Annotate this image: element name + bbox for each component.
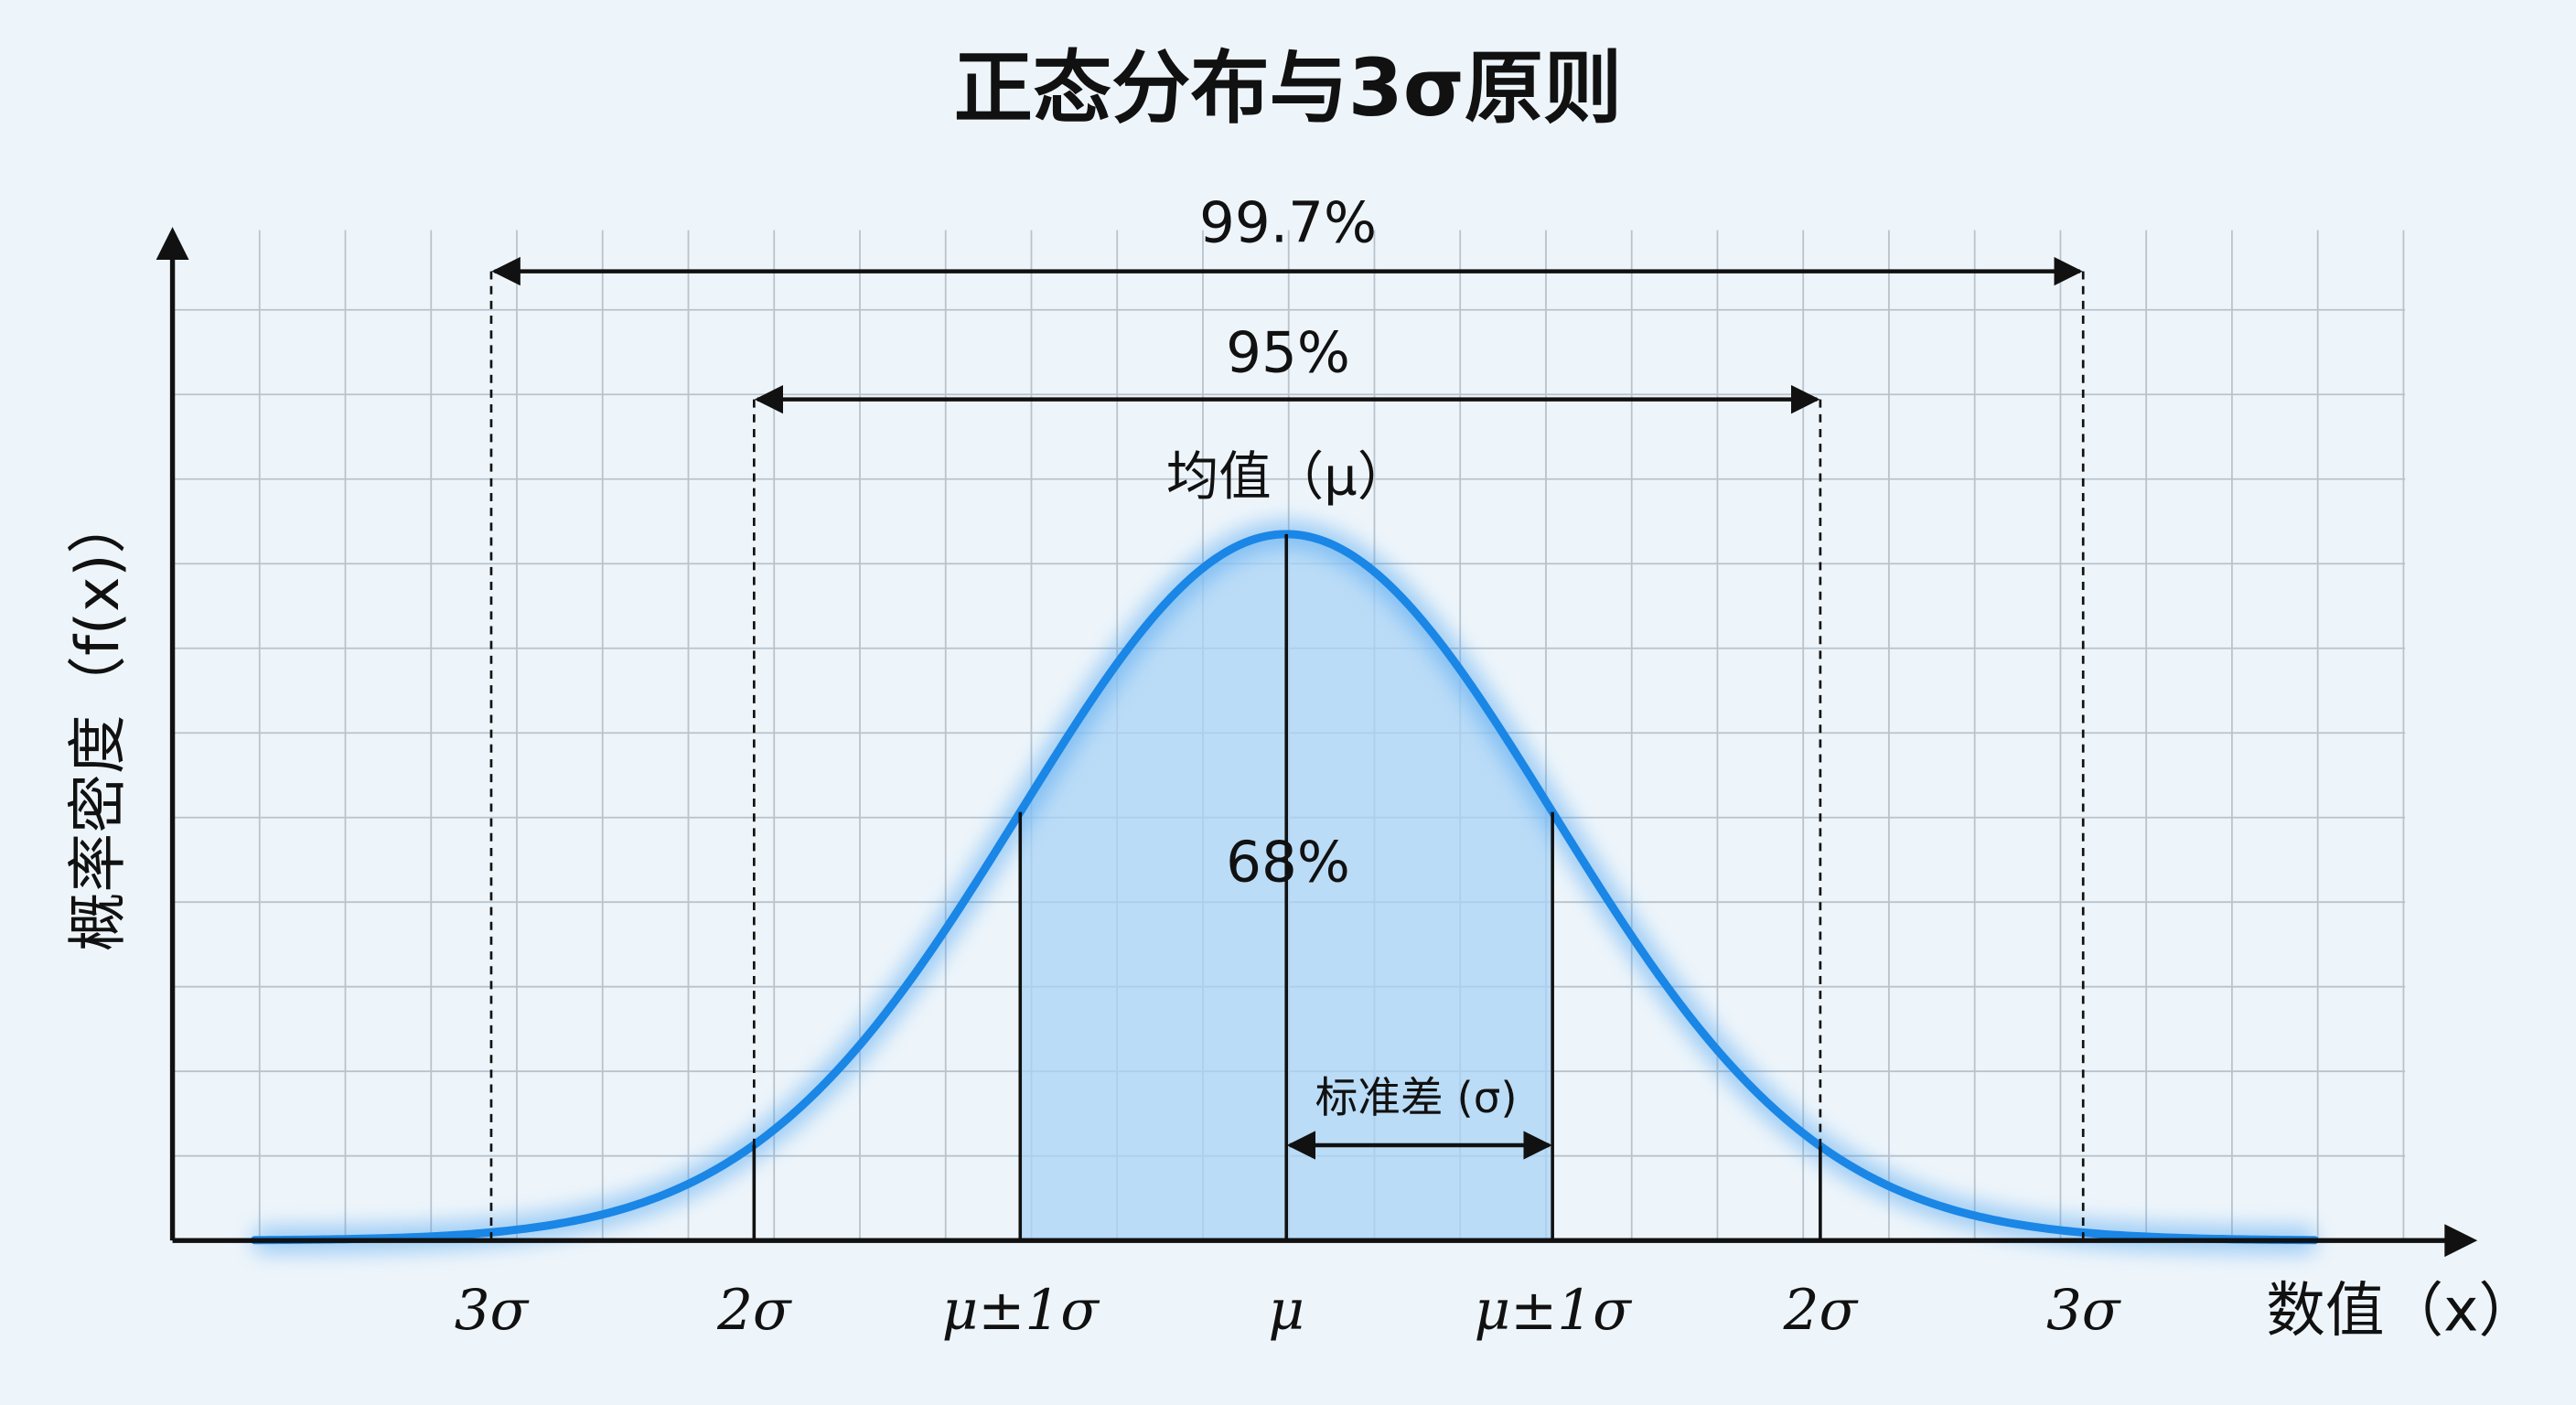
- y-axis-label: 概率密度（f(x)）: [64, 495, 133, 951]
- range-label: 95%: [1226, 321, 1350, 386]
- range-label: 68%: [1226, 830, 1350, 895]
- x-tick-label: 2σ: [1783, 1278, 1860, 1343]
- x-tick-label: μ±1σ: [942, 1278, 1101, 1343]
- std-label: 标准差 (σ): [1315, 1074, 1518, 1123]
- x-axis-arrow: [2444, 1224, 2478, 1258]
- range-label: 99.7%: [1199, 191, 1377, 256]
- mean-label: 均值（μ）: [1166, 445, 1410, 507]
- title: 正态分布与3σ原则: [954, 43, 1622, 134]
- x-tick-label: 3σ: [2046, 1278, 2122, 1343]
- x-tick-label: μ±1σ: [1474, 1278, 1633, 1343]
- x-tick-label: 3σ: [455, 1278, 531, 1343]
- x-tick-label: μ: [1268, 1278, 1304, 1343]
- y-axis-arrow: [156, 227, 189, 260]
- x-ticks: 3σ 2σ μ±1σ μ μ±1σ 2σ 3σ: [455, 1278, 2122, 1343]
- x-axis-label: 数值（x）: [2266, 1277, 2538, 1346]
- x-tick-label: 2σ: [716, 1278, 793, 1343]
- guide-lines: [489, 271, 2085, 1241]
